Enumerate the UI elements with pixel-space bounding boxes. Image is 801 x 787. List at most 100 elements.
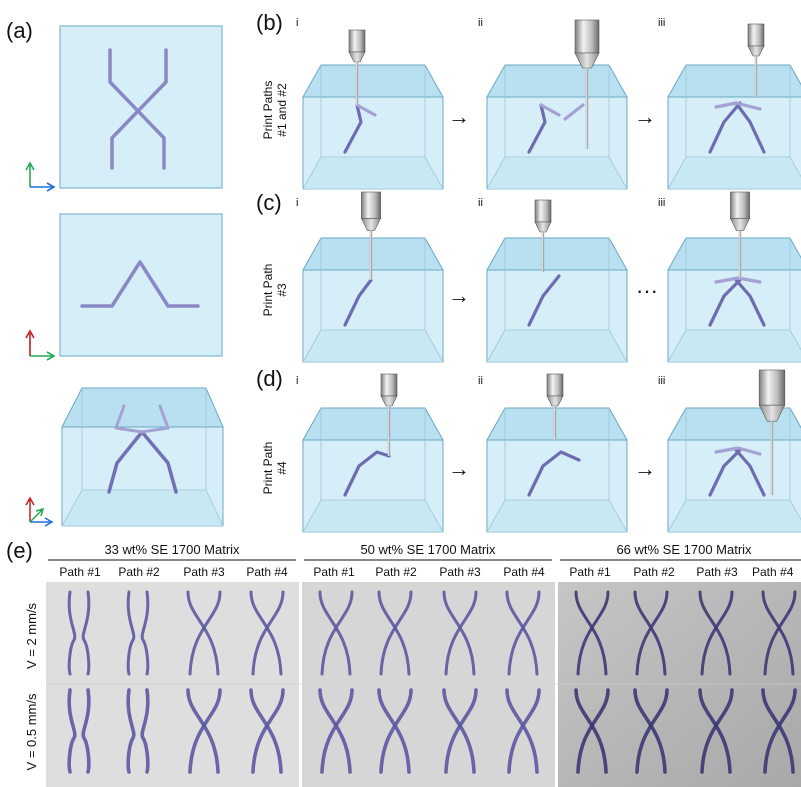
row-label-d-line2: #4 (275, 461, 289, 475)
col-header: Path #1 (569, 565, 611, 579)
col-header: Path #2 (118, 565, 160, 579)
filament-path (80, 260, 200, 308)
filament-path (708, 276, 766, 327)
col-header: Path #4 (752, 565, 794, 579)
col-header: Path #3 (439, 565, 481, 579)
photo-sample (249, 688, 285, 774)
photo-sample (318, 688, 354, 774)
photo-sample (249, 590, 285, 676)
col-header: Path #2 (633, 565, 675, 579)
tank-diagram (302, 191, 444, 363)
svg-text:V = 2 mm/s: V = 2 mm/s (24, 602, 39, 669)
photo-sample (633, 590, 669, 676)
photo-sample (442, 688, 478, 774)
row-label-d-line1: Print Path (261, 442, 275, 495)
axis-triad-icon (25, 496, 54, 527)
filament-path (708, 101, 766, 154)
photo-sample (186, 688, 222, 774)
panel-a-3d-view (25, 387, 224, 527)
panel-label-d: (d) (256, 366, 283, 391)
tank-diagram (302, 373, 444, 533)
group-title-50: 50 wt% SE 1700 Matrix (360, 542, 496, 557)
photo-sample (318, 590, 354, 676)
filament-path (527, 450, 581, 497)
photo-sample (67, 590, 91, 676)
axis-triad-icon (25, 329, 56, 361)
row-label-b-line2: #1 and #2 (275, 83, 289, 137)
roman-d-iii: iii (658, 375, 665, 387)
col-header: Path #1 (59, 565, 101, 579)
roman-d-ii: ii (478, 375, 483, 387)
photo-sample (698, 590, 734, 676)
row-label-speed-slow: V = 0.5 mm/s (24, 693, 39, 770)
photo-sample (633, 688, 669, 774)
filament-path (343, 103, 377, 154)
col-header: Path #2 (375, 565, 417, 579)
panel-e: (e) 33 wt% SE 1700 Matrix 50 wt% SE 1700… (6, 538, 801, 787)
arrow-icon: → (448, 456, 470, 481)
col-header: Path #4 (503, 565, 545, 579)
filament-path (527, 103, 585, 154)
arrow-icon: → (448, 283, 470, 308)
photo-sample (377, 688, 413, 774)
arrow-icon: → (634, 104, 656, 129)
filament-path (343, 278, 373, 327)
filament-path (343, 450, 391, 497)
tank-diagram (667, 369, 801, 533)
filament-path (110, 48, 168, 170)
col-header: Path #3 (183, 565, 225, 579)
filament-path (708, 446, 766, 497)
photo-sample (505, 590, 541, 676)
panel-a-side-view (25, 213, 223, 361)
photo-sample (442, 590, 478, 676)
panel-label-b: (b) (256, 10, 283, 35)
panel-label-e: (e) (6, 538, 33, 563)
tank-diagram (486, 373, 628, 533)
photo-sample (698, 688, 734, 774)
roman-c-i: i (296, 197, 298, 209)
photo-sample (761, 688, 797, 774)
photo-filaments (67, 590, 797, 774)
arrow-icon: → (634, 456, 656, 481)
roman-b-iii: iii (658, 17, 665, 29)
row-label-speed-fast: V = 2 mm/s (24, 602, 39, 669)
tank-panels (302, 19, 801, 533)
panel-label-a: (a) (6, 18, 33, 43)
roman-b-ii: ii (478, 17, 483, 29)
photo-sample (126, 590, 150, 676)
col-header: Path #1 (313, 565, 355, 579)
roman-b-i: i (296, 17, 298, 29)
photo-sample (186, 590, 222, 676)
roman-c-ii: ii (478, 197, 483, 209)
col-header: Path #4 (246, 565, 288, 579)
ellipsis-icon: ··· (636, 278, 658, 303)
row-label-b: Print Paths #1 and #2 (261, 81, 289, 140)
axis-triad-icon (25, 161, 56, 192)
roman-d-i: i (296, 375, 298, 387)
photo-sample (574, 688, 610, 774)
panel-a: (a) (6, 18, 224, 527)
photo-sample (126, 688, 150, 774)
tank-diagram (486, 19, 628, 190)
tank-diagram (486, 199, 628, 363)
svg-text:V = 0.5 mm/s: V = 0.5 mm/s (24, 693, 39, 770)
photo-sample (67, 688, 91, 774)
arrow-icon: → (448, 104, 470, 129)
row-label-c-line1: Print Path (261, 264, 275, 317)
photo-sample (505, 688, 541, 774)
row-label-b-line1: Print Paths (261, 81, 275, 140)
tank-diagram (667, 23, 801, 190)
group-title-33: 33 wt% SE 1700 Matrix (104, 542, 240, 557)
row-label-c-line2: #3 (275, 283, 289, 297)
roman-c-iii: iii (658, 197, 665, 209)
tank-diagram (667, 191, 801, 363)
row-label-d: Print Path #4 (261, 442, 289, 495)
col-header: Path #3 (696, 565, 738, 579)
photo-sample (574, 590, 610, 676)
panel-label-c: (c) (256, 190, 282, 215)
panel-a-top-view (25, 25, 223, 192)
filament-path (527, 274, 561, 327)
group-title-66: 66 wt% SE 1700 Matrix (616, 542, 752, 557)
tank-diagram (302, 29, 444, 190)
